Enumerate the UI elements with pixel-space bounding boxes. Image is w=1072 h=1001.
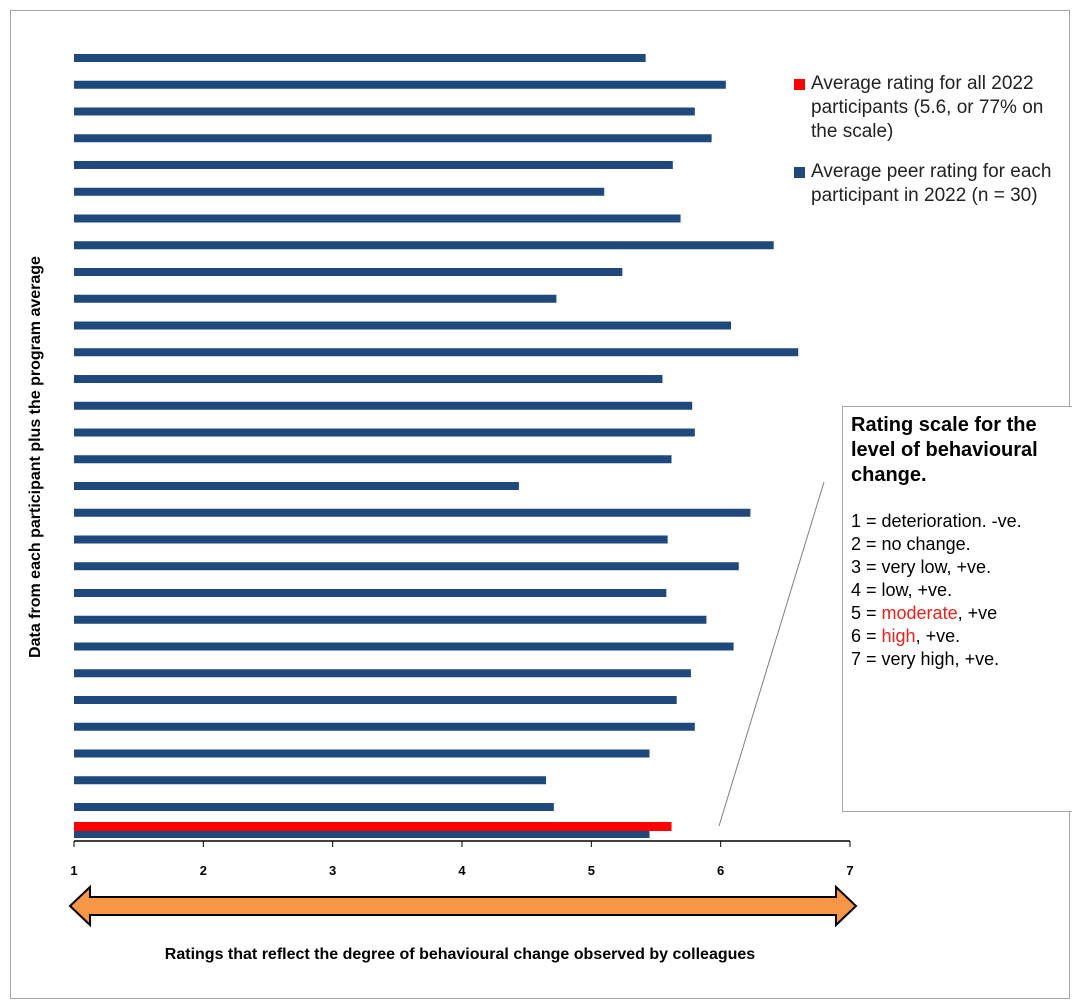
bar-participant-25 [74, 696, 677, 704]
bars-group [74, 54, 799, 838]
bar-participant-8 [74, 241, 774, 250]
bar-participant-15 [74, 428, 695, 437]
x-ticks-group: 1 2 3 4 5 6 7 [70, 841, 854, 878]
bar-participant-5 [74, 161, 673, 169]
x-tick-label-5: 5 [588, 863, 595, 878]
bar-participant-1 [74, 54, 646, 62]
bar-program-average [74, 822, 672, 831]
bar-participant-13 [74, 375, 663, 383]
bar-participant-28 [74, 776, 547, 785]
bar-participant-23 [74, 642, 734, 651]
scale-item-6: 6 = high, +ve. [851, 626, 961, 646]
scale-item-2: 2 = no change. [851, 534, 971, 554]
x-tick-label-7: 7 [846, 863, 853, 878]
bar-participant-6 [74, 187, 605, 196]
bar-participant-12 [74, 348, 799, 357]
bar-participant-16 [74, 455, 672, 464]
x-axis-label: Ratings that reflect the degree of behav… [165, 946, 755, 963]
bar-participant-17 [74, 482, 519, 490]
scale-item-5: 5 = moderate, +ve [851, 603, 998, 623]
y-axis-label: Data from each participant plus the prog… [27, 256, 44, 658]
bar-participant-30 [74, 830, 650, 838]
scale-item-4: 4 = low, +ve. [851, 580, 953, 600]
bar-participant-21 [74, 589, 667, 597]
x-tick-label-2: 2 [200, 863, 207, 878]
bar-participant-11 [74, 321, 732, 330]
double-arrow [68, 884, 858, 928]
legend-item-peer: Average peer rating for each participant… [794, 160, 1064, 208]
legend-label-peer: Average peer rating for each participant… [811, 161, 1052, 206]
bar-participant-2 [74, 80, 726, 89]
legend: Average rating for all 2022 participants… [794, 72, 1064, 224]
legend-label-average: Average rating for all 2022 participants… [811, 73, 1044, 142]
bar-participant-27 [74, 749, 650, 758]
bar-participant-19 [74, 535, 668, 544]
bar-participant-26 [74, 722, 695, 731]
bar-participant-29 [74, 803, 554, 811]
bar-participant-22 [74, 615, 707, 624]
rating-scale-list: 1 = deterioration. -ve. 2 = no change. 3… [851, 510, 1072, 671]
bar-participant-4 [74, 134, 712, 143]
callout-line [718, 481, 825, 827]
rating-scale-title: Rating scale for the level of behavioura… [851, 414, 1038, 486]
legend-swatch-red [794, 79, 805, 90]
scale-item-1: 1 = deterioration. -ve. [851, 511, 1022, 531]
scale-item-7: 7 = very high, +ve. [851, 649, 1000, 669]
x-tick-label-1: 1 [70, 863, 77, 878]
bar-participant-10 [74, 294, 557, 303]
bar-participant-14 [74, 401, 693, 410]
legend-swatch-blue [794, 167, 805, 178]
bar-participant-3 [74, 107, 695, 116]
x-tick-label-6: 6 [717, 863, 724, 878]
bar-participant-20 [74, 562, 739, 571]
rating-scale-box: Rating scale for the level of behavioura… [842, 406, 1072, 812]
legend-item-average: Average rating for all 2022 participants… [794, 72, 1064, 144]
bar-participant-7 [74, 214, 681, 223]
bar-participant-24 [74, 669, 691, 678]
x-tick-label-3: 3 [329, 863, 336, 878]
bar-participant-9 [74, 268, 623, 276]
scale-item-3: 3 = very low, +ve. [851, 557, 992, 577]
bar-participant-18 [74, 508, 751, 517]
x-tick-label-4: 4 [458, 863, 466, 878]
